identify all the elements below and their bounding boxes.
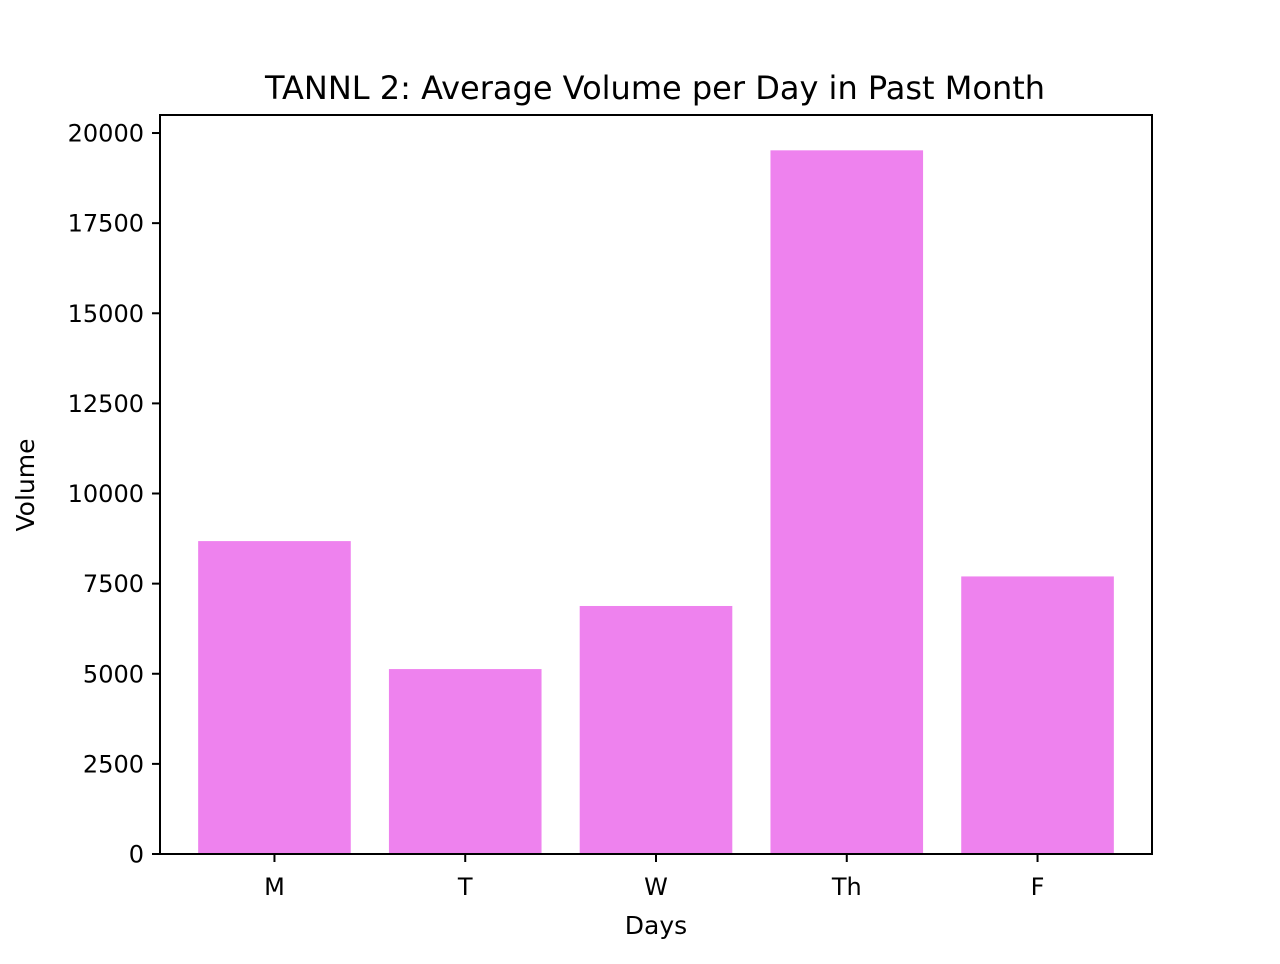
x-tick-label: T	[457, 873, 473, 901]
x-tick-label: Th	[831, 873, 862, 901]
y-axis-label: Volume	[11, 439, 40, 532]
y-tick-label: 5000	[83, 660, 144, 688]
y-tick-label: 20000	[68, 120, 144, 148]
y-tick-label: 2500	[83, 750, 144, 778]
y-tick-label: 15000	[68, 300, 144, 328]
bar-t	[388, 669, 542, 854]
y-tick-label: 0	[129, 841, 144, 869]
x-tick-label: W	[644, 873, 668, 901]
bar-m	[198, 541, 351, 854]
x-tick-label: F	[1031, 873, 1045, 901]
y-tick-label: 7500	[83, 570, 144, 598]
bar-w	[579, 605, 733, 854]
x-tick-label: M	[264, 873, 285, 901]
chart-title: TANNL 2: Average Volume per Day in Past …	[264, 69, 1045, 107]
y-tick-label: 17500	[68, 210, 144, 238]
bars-layer	[198, 150, 1114, 854]
x-axis: M T W Th F	[264, 854, 1044, 901]
y-axis: 0 2500 5000 7500 10000 12500 15000 17500 20000	[68, 120, 160, 869]
y-tick-label: 10000	[68, 480, 144, 508]
bar-f	[961, 576, 1114, 854]
x-axis-label: Days	[625, 911, 687, 940]
plot-frame	[159, 114, 1153, 855]
y-tick-label: 12500	[68, 390, 144, 418]
bar-th	[770, 150, 924, 854]
